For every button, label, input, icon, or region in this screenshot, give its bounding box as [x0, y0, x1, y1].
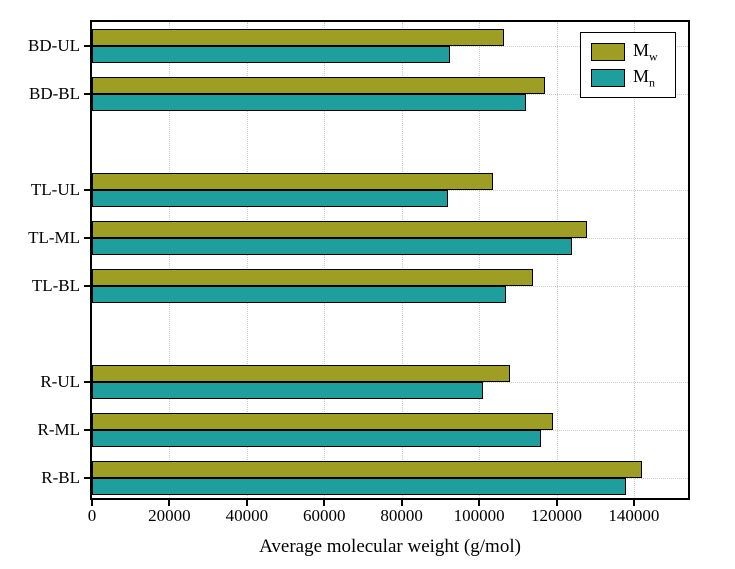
x-tick-label: 40000	[226, 506, 269, 526]
bar-mw	[92, 221, 587, 238]
x-tick	[401, 498, 403, 506]
x-tick	[323, 498, 325, 506]
y-tick	[84, 429, 92, 431]
y-tick-label: R-UL	[40, 372, 80, 392]
x-tick-label: 100000	[454, 506, 505, 526]
plot-area: 020000400006000080000100000120000140000R…	[90, 20, 690, 500]
legend-label: Mw	[633, 40, 658, 65]
y-tick-label: TL-BL	[32, 276, 80, 296]
y-tick	[84, 381, 92, 383]
x-tick	[478, 498, 480, 506]
legend-swatch	[591, 69, 625, 87]
bar-mw	[92, 77, 545, 94]
y-tick-label: BD-BL	[29, 84, 80, 104]
x-tick-label: 60000	[303, 506, 346, 526]
y-tick	[84, 189, 92, 191]
x-tick	[556, 498, 558, 506]
x-tick	[246, 498, 248, 506]
bar-mn	[92, 286, 506, 303]
y-tick-label: BD-UL	[28, 36, 80, 56]
bar-mw	[92, 29, 504, 46]
legend: MwMn	[580, 32, 676, 98]
bar-mw	[92, 413, 553, 430]
legend-item: Mn	[591, 65, 665, 91]
bar-mw	[92, 269, 533, 286]
bar-mw	[92, 461, 642, 478]
bar-mn	[92, 94, 526, 111]
bar-mn	[92, 46, 450, 63]
y-tick	[84, 45, 92, 47]
bar-mw	[92, 173, 493, 190]
y-tick	[84, 285, 92, 287]
bar-mn	[92, 238, 572, 255]
y-tick-label: TL-ML	[28, 228, 80, 248]
legend-label: Mn	[633, 66, 655, 91]
x-tick-label: 0	[88, 506, 97, 526]
x-tick	[633, 498, 635, 506]
y-tick-label: R-BL	[41, 468, 80, 488]
molecular-weight-chart: 0 20000 40000 60000 80000 100000 120000 140000 R…	[0, 0, 735, 569]
y-tick-label: TL-UL	[31, 180, 80, 200]
x-tick	[91, 498, 93, 506]
x-tick-label: 140000	[608, 506, 659, 526]
y-tick	[84, 237, 92, 239]
bar-mw	[92, 365, 510, 382]
x-tick	[168, 498, 170, 506]
x-axis-title: Average molecular weight (g/mol)	[259, 536, 521, 558]
legend-swatch	[591, 43, 625, 61]
bar-mn	[92, 478, 626, 495]
x-tick-label: 120000	[531, 506, 582, 526]
x-tick-label: 80000	[380, 506, 423, 526]
y-tick	[84, 477, 92, 479]
legend-item: Mw	[591, 39, 665, 65]
bar-mn	[92, 430, 541, 447]
bar-mn	[92, 382, 483, 399]
y-tick	[84, 93, 92, 95]
y-tick-label: R-ML	[38, 420, 81, 440]
bar-mn	[92, 190, 448, 207]
x-tick-label: 20000	[148, 506, 191, 526]
